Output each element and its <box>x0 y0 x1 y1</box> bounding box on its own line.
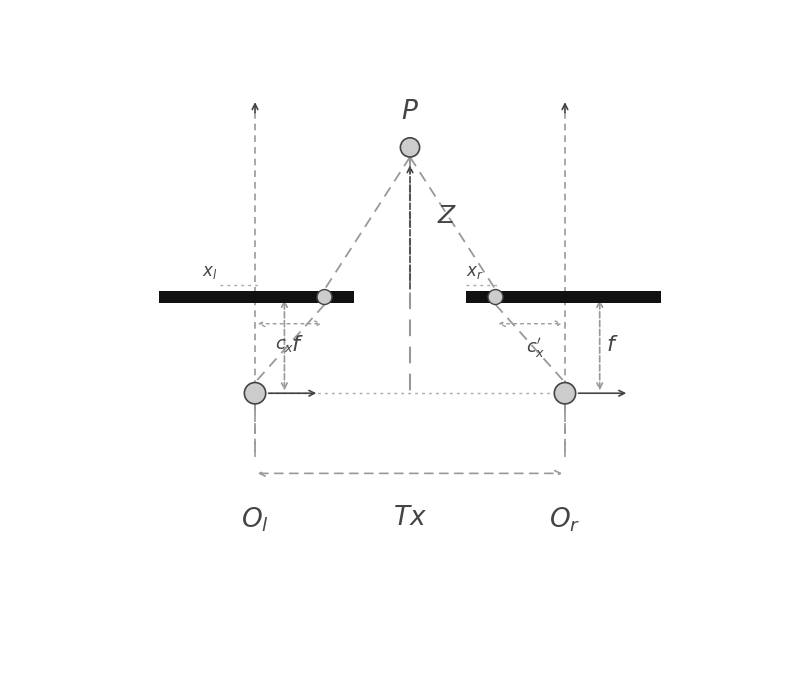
Text: $c_x$: $c_x$ <box>274 335 294 353</box>
Text: $O_r$: $O_r$ <box>550 505 581 534</box>
Text: $f$: $f$ <box>606 334 618 356</box>
Circle shape <box>488 289 503 305</box>
Text: $O_l$: $O_l$ <box>241 505 269 534</box>
Text: $x_l$: $x_l$ <box>202 264 218 281</box>
FancyBboxPatch shape <box>466 291 661 303</box>
Circle shape <box>400 138 420 157</box>
Text: $P$: $P$ <box>401 99 419 124</box>
Circle shape <box>317 289 332 305</box>
Circle shape <box>554 382 576 404</box>
Circle shape <box>244 382 266 404</box>
Text: $c_x'$: $c_x'$ <box>526 335 546 359</box>
Text: $Tx$: $Tx$ <box>393 505 427 530</box>
Text: $Z$: $Z$ <box>437 205 457 228</box>
Text: $f$: $f$ <box>291 334 303 356</box>
Text: $x_r$: $x_r$ <box>466 264 484 281</box>
FancyBboxPatch shape <box>159 291 354 303</box>
